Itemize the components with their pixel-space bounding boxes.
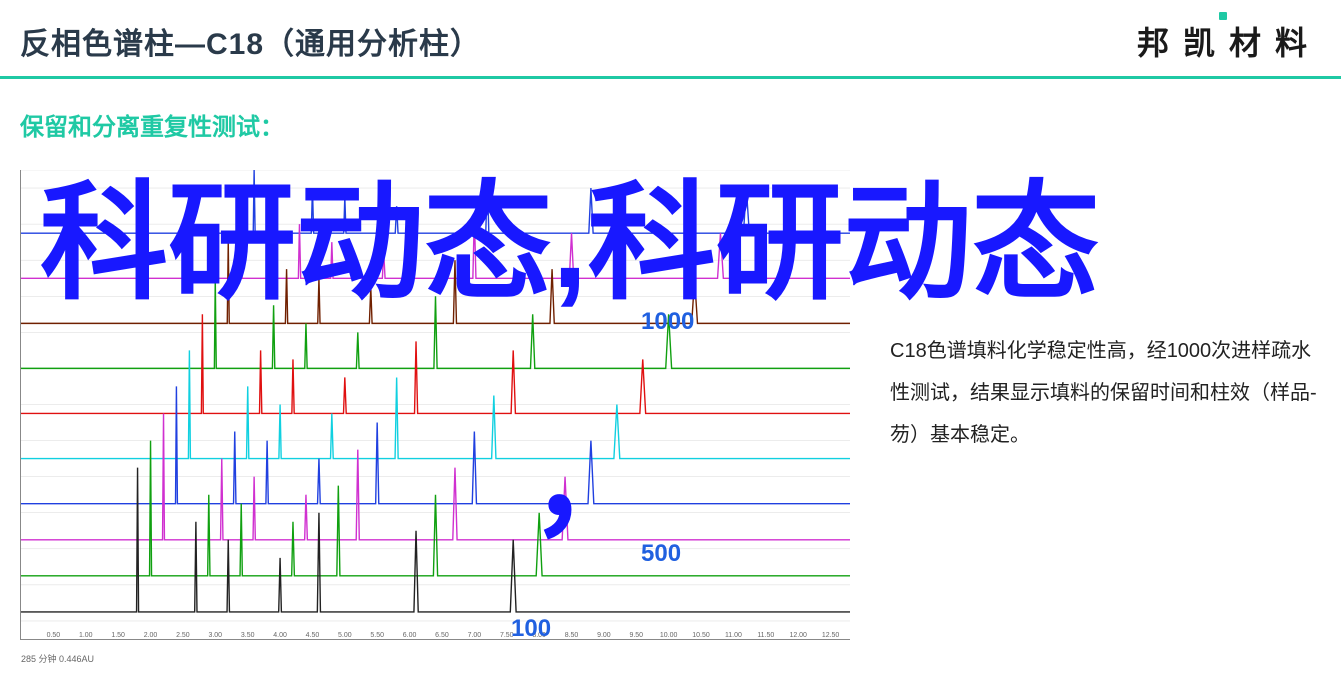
svg-text:12.50: 12.50 [822, 632, 840, 639]
svg-text:6.50: 6.50 [435, 632, 449, 639]
injection-label-500: 500 [641, 540, 681, 568]
svg-text:8.50: 8.50 [565, 632, 579, 639]
svg-text:3.50: 3.50 [241, 632, 255, 639]
subtitle: 保留和分离重复性测试： [0, 79, 1341, 142]
axis-caption: 285 分钟 0.446AU [21, 652, 94, 665]
svg-text:2.50: 2.50 [176, 632, 190, 639]
trace-inj-600 [21, 314, 850, 413]
svg-text:7.00: 7.00 [468, 632, 482, 639]
svg-text:11.50: 11.50 [757, 632, 774, 639]
svg-text:10.00: 10.00 [660, 632, 678, 639]
svg-text:12.00: 12.00 [789, 632, 807, 639]
svg-text:1.00: 1.00 [79, 632, 93, 639]
trace-inj-200 [21, 441, 850, 576]
svg-text:11.00: 11.00 [725, 632, 742, 639]
svg-text:5.50: 5.50 [370, 632, 384, 639]
header: 反相色谱柱—C18（通用分析柱） 邦凯材料 [0, 0, 1341, 72]
svg-text:2.00: 2.00 [144, 632, 158, 639]
svg-text:5.00: 5.00 [338, 632, 352, 639]
svg-text:6.00: 6.00 [403, 632, 417, 639]
svg-text:4.00: 4.00 [273, 632, 287, 639]
page-title: 反相色谱柱—C18（通用分析柱） [20, 19, 481, 63]
content-area: 0.50 1.00 1.50 2.00 2.50 3.00 3.50 4.00 4.50 5.00… [0, 142, 1341, 640]
brand-text: 邦凯材料 [1137, 25, 1321, 61]
svg-text:0.50: 0.50 [47, 632, 61, 639]
injection-label-1000: 1000 [641, 308, 694, 336]
svg-text:9.50: 9.50 [629, 632, 643, 639]
svg-text:10.50: 10.50 [692, 632, 710, 639]
description-text: C18色谱填料化学稳定性高，经1000次进样疏水性测试，结果显示填料的保留时间和… [890, 170, 1320, 640]
trace-inj-900 [21, 206, 850, 278]
trace-inj-400 [21, 386, 850, 503]
svg-text:3.00: 3.00 [209, 632, 223, 639]
trace-inj-1000 [21, 170, 850, 233]
chromatogram-chart: 0.50 1.00 1.50 2.00 2.50 3.00 3.50 4.00 4.50 5.00… [20, 170, 850, 640]
svg-text:4.50: 4.50 [306, 632, 320, 639]
brand-dot-icon [1219, 12, 1227, 20]
svg-text:9.00: 9.00 [597, 632, 611, 639]
svg-text:1.50: 1.50 [111, 632, 125, 639]
chart-svg: 0.50 1.00 1.50 2.00 2.50 3.00 3.50 4.00 4.50 5.00… [21, 170, 850, 639]
injection-label-100: 100 [511, 615, 551, 643]
brand-logo: 邦凯材料 [1137, 18, 1321, 64]
